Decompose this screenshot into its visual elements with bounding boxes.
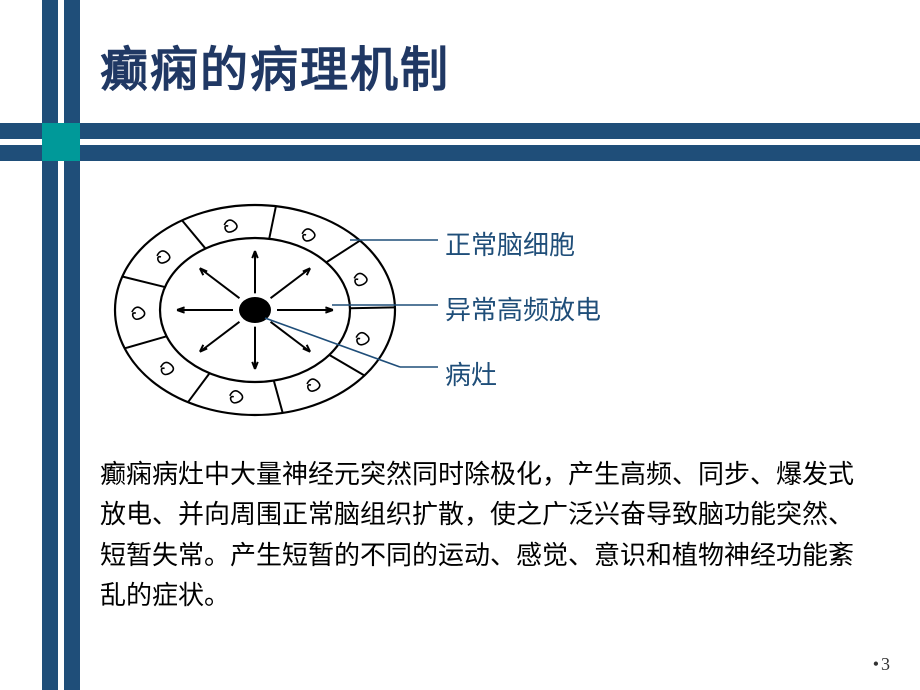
vertical-bar-2 — [64, 0, 80, 690]
page-number: 3 — [873, 654, 890, 675]
label-normal-cell: 正常脑细胞 — [445, 225, 575, 262]
horizontal-bar-2 — [0, 145, 920, 161]
label-discharge: 异常高频放电 — [445, 290, 601, 327]
corner-square — [42, 123, 80, 161]
vertical-bar-1 — [42, 0, 58, 690]
body-paragraph: 癫痫病灶中大量神经元突然同时除极化，产生高频、同步、爆发式放电、并向周围正常脑组… — [100, 455, 860, 616]
horizontal-bar-1 — [0, 123, 920, 139]
slide-title: 癫痫的病理机制 — [100, 30, 450, 100]
label-focus: 病灶 — [445, 355, 497, 392]
